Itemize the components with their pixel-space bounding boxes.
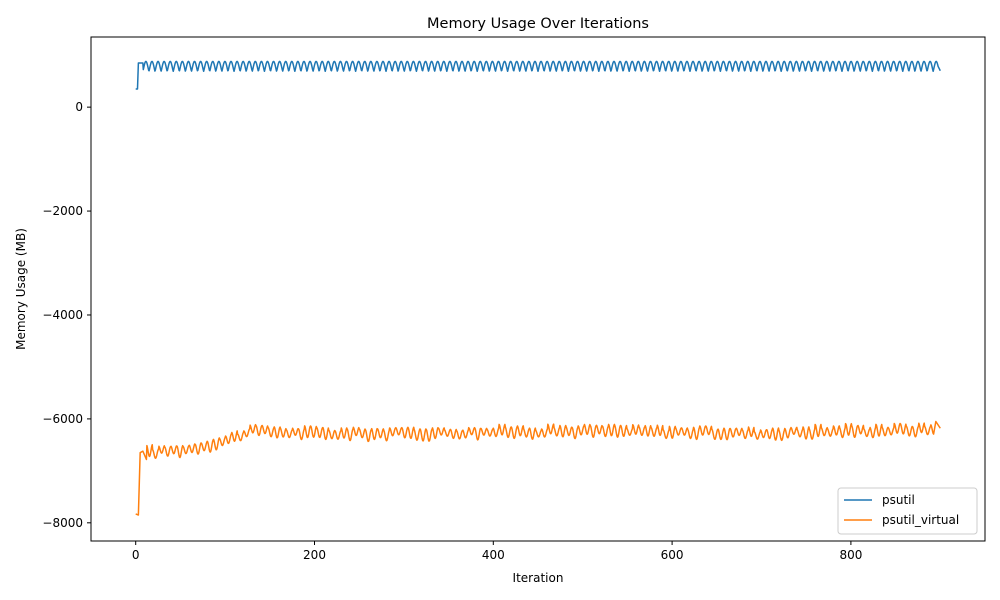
legend-box (837, 487, 978, 535)
y-tick-label: −4000 (42, 308, 83, 322)
x-tick-label: 200 (303, 548, 326, 562)
y-axis-ticks: 0 −2000 −4000 −6000 −8000 (42, 100, 91, 530)
x-tick-label: 0 (132, 548, 140, 562)
y-tick-label: 0 (75, 100, 83, 114)
y-tick-label: −2000 (42, 204, 83, 218)
chart-title: Memory Usage Over Iterations (427, 16, 649, 32)
x-tick-label: 600 (661, 548, 684, 562)
series-line-psutil-virtual (135, 420, 941, 516)
series-line-psutil (135, 60, 941, 90)
series-lines (135, 60, 941, 516)
legend: psutil psutil_virtual (837, 487, 978, 535)
legend-label-psutil: psutil (882, 493, 915, 507)
x-axis-ticks: 0 200 400 600 800 (132, 541, 862, 562)
y-tick-label: −8000 (42, 516, 83, 530)
legend-label-psutil-virtual: psutil_virtual (882, 513, 959, 527)
x-tick-label: 800 (839, 548, 862, 562)
y-tick-label: −6000 (42, 412, 83, 426)
x-tick-label: 400 (482, 548, 505, 562)
plot-frame (90, 36, 986, 542)
y-axis-label: Memory Usage (MB) (14, 228, 28, 350)
x-axis-label: Iteration (513, 571, 564, 585)
